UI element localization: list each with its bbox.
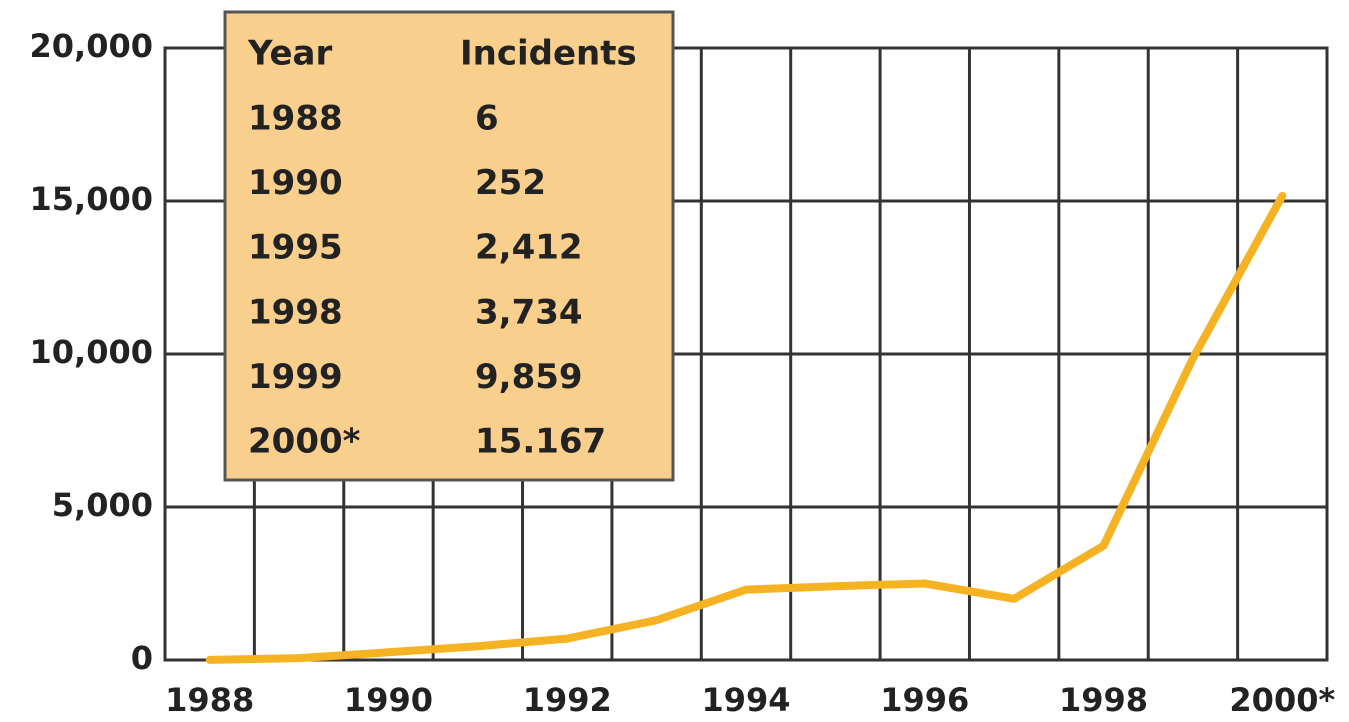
table-cell: 6 <box>475 99 499 139</box>
table-cell: 2,412 <box>475 228 583 268</box>
table-box <box>223 10 675 482</box>
data-line <box>205 191 1287 664</box>
y-tick-label: 15,000 <box>30 180 153 218</box>
x-tick-label: 1994 <box>701 681 790 719</box>
table-header: Year <box>247 34 333 74</box>
x-tick-label: 1990 <box>344 681 433 719</box>
x-tick-label: 2000* <box>1229 681 1335 719</box>
table-cell: 9,859 <box>475 357 583 397</box>
table-cell: 3,734 <box>475 292 583 332</box>
x-tick-label: 1992 <box>523 681 612 719</box>
x-tick-label: 1988 <box>165 681 254 719</box>
x-tick-label: 1998 <box>1059 681 1148 719</box>
table-cell: 1999 <box>248 357 343 397</box>
y-tick-label: 0 <box>131 639 153 677</box>
table-cell: 1990 <box>248 163 343 203</box>
y-tick-label: 5,000 <box>52 486 153 524</box>
table-cell: 1988 <box>248 99 343 139</box>
y-tick-label: 20,000 <box>30 27 153 65</box>
plot-frame <box>163 46 1329 662</box>
table-cell: 2000* <box>248 422 361 462</box>
x-tick-label: 1996 <box>880 681 969 719</box>
table-cell: 252 <box>475 163 546 203</box>
table-cell: 1995 <box>248 228 343 268</box>
table-cell: 15.167 <box>475 422 606 462</box>
table-header: Incidents <box>460 34 637 74</box>
y-tick-label: 10,000 <box>30 333 153 371</box>
table-cell: 1998 <box>248 292 343 332</box>
